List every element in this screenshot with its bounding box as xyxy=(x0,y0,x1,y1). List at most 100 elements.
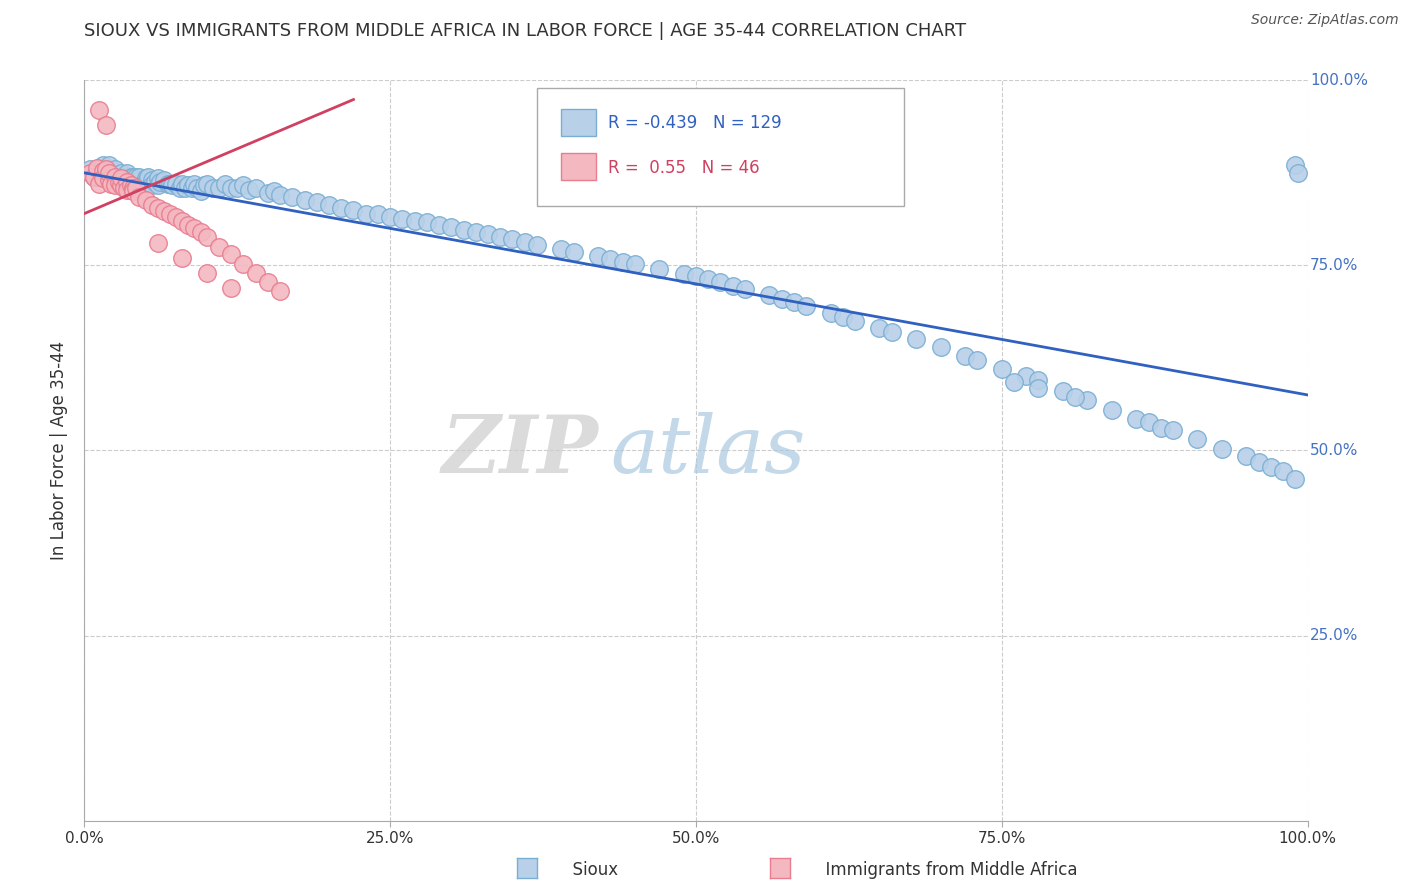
Point xyxy=(104,169,127,184)
Point xyxy=(87,169,110,184)
Point xyxy=(612,254,634,268)
Point xyxy=(354,206,377,220)
Point xyxy=(132,177,155,191)
Point xyxy=(135,171,157,186)
Point xyxy=(146,178,169,193)
Point xyxy=(195,177,218,191)
Point xyxy=(758,288,780,302)
Point xyxy=(464,225,486,239)
Y-axis label: In Labor Force | Age 35-44: In Labor Force | Age 35-44 xyxy=(51,341,69,560)
Point xyxy=(1284,472,1306,486)
Point xyxy=(1137,415,1160,429)
Point xyxy=(709,275,731,289)
Point xyxy=(83,169,105,184)
Point xyxy=(1161,423,1184,437)
Point xyxy=(219,280,242,294)
Point xyxy=(104,169,127,184)
Point xyxy=(599,252,621,267)
Point xyxy=(153,173,176,187)
Point xyxy=(115,176,138,190)
Point xyxy=(929,340,952,354)
Point xyxy=(232,178,254,193)
Point xyxy=(100,177,122,191)
Point xyxy=(1247,454,1270,468)
Text: ZIP: ZIP xyxy=(441,412,598,489)
Point xyxy=(245,180,267,194)
Point xyxy=(226,180,249,194)
Point xyxy=(208,180,231,194)
Point xyxy=(416,215,439,229)
Point xyxy=(146,171,169,186)
Point xyxy=(110,166,132,180)
Text: 25.0%: 25.0% xyxy=(1310,628,1358,643)
Point xyxy=(141,178,163,193)
Point xyxy=(1272,464,1295,478)
Point xyxy=(172,214,194,228)
Point xyxy=(1015,369,1038,384)
Point xyxy=(97,173,120,187)
Point xyxy=(153,203,176,218)
Point xyxy=(120,178,142,193)
Point xyxy=(953,349,976,363)
Point xyxy=(269,188,291,202)
Point xyxy=(966,353,988,368)
Point xyxy=(162,178,184,193)
Point xyxy=(177,218,200,232)
Point xyxy=(122,180,145,194)
Point xyxy=(245,266,267,280)
Text: 75.0%: 75.0% xyxy=(1310,258,1358,273)
Point xyxy=(115,183,138,197)
Point xyxy=(440,219,463,234)
Point xyxy=(685,269,707,284)
Point xyxy=(219,180,242,194)
Point xyxy=(294,193,316,207)
Point xyxy=(1028,373,1050,387)
Point xyxy=(146,236,169,251)
Point xyxy=(648,262,671,277)
Point xyxy=(990,362,1012,376)
Point xyxy=(624,257,647,271)
Point xyxy=(172,251,194,265)
Point xyxy=(190,185,212,199)
Point xyxy=(115,166,138,180)
Point xyxy=(208,240,231,254)
Point xyxy=(672,267,695,281)
Point xyxy=(87,177,110,191)
Point xyxy=(125,180,148,194)
Bar xyxy=(561,153,596,180)
Point xyxy=(1234,450,1257,464)
Point xyxy=(120,169,142,184)
Point xyxy=(550,242,572,256)
Point xyxy=(783,295,806,310)
Point xyxy=(156,177,179,191)
Point xyxy=(86,162,108,177)
Text: 100.0%: 100.0% xyxy=(1310,73,1368,87)
Point xyxy=(141,173,163,187)
Point xyxy=(173,180,195,194)
Point xyxy=(1260,459,1282,474)
Point xyxy=(135,176,157,190)
Point xyxy=(1284,158,1306,172)
Point xyxy=(86,161,108,175)
Point xyxy=(1187,433,1209,447)
Point xyxy=(201,180,224,194)
Point xyxy=(721,279,744,293)
Point xyxy=(115,173,138,187)
Point xyxy=(263,185,285,199)
Point xyxy=(141,197,163,211)
Text: SIOUX VS IMMIGRANTS FROM MIDDLE AFRICA IN LABOR FORCE | AGE 35-44 CORRELATION CH: SIOUX VS IMMIGRANTS FROM MIDDLE AFRICA I… xyxy=(84,22,966,40)
Point xyxy=(104,178,127,193)
Point xyxy=(172,177,194,191)
Point xyxy=(159,206,181,220)
Point xyxy=(453,223,475,237)
Point xyxy=(905,333,928,347)
Point xyxy=(367,206,389,220)
Point xyxy=(159,177,181,191)
Point xyxy=(110,178,132,193)
Point xyxy=(183,177,205,191)
Point xyxy=(165,177,187,191)
Point xyxy=(110,171,132,186)
Point xyxy=(869,321,891,335)
Point xyxy=(586,250,609,264)
Point xyxy=(831,310,853,325)
